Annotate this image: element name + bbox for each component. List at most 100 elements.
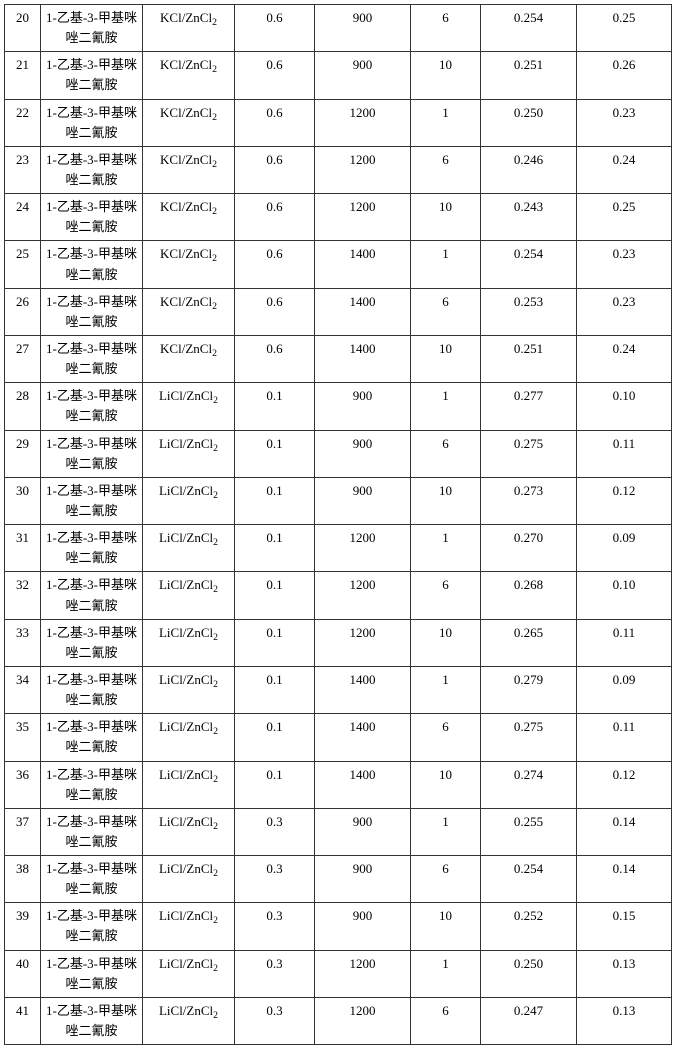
- cell-f: 0.254: [481, 5, 577, 52]
- cell-index: 22: [5, 99, 41, 146]
- cell-d: 1200: [315, 572, 411, 619]
- cell-compound: 1-乙基-3-甲基咪唑二氰胺: [41, 99, 143, 146]
- cell-compound: 1-乙基-3-甲基咪唑二氰胺: [41, 5, 143, 52]
- cell-f: 0.250: [481, 99, 577, 146]
- cell-compound: 1-乙基-3-甲基咪唑二氰胺: [41, 761, 143, 808]
- cell-salt: KCl/ZnCl2: [143, 99, 235, 146]
- cell-compound: 1-乙基-3-甲基咪唑二氰胺: [41, 477, 143, 524]
- cell-c: 0.6: [235, 194, 315, 241]
- cell-index: 27: [5, 335, 41, 382]
- cell-e: 1: [411, 525, 481, 572]
- cell-g: 0.09: [577, 525, 672, 572]
- cell-c: 0.6: [235, 335, 315, 382]
- cell-g: 0.23: [577, 288, 672, 335]
- cell-compound: 1-乙基-3-甲基咪唑二氰胺: [41, 714, 143, 761]
- cell-d: 900: [315, 430, 411, 477]
- cell-e: 6: [411, 430, 481, 477]
- cell-e: 1: [411, 808, 481, 855]
- table-row: 241-乙基-3-甲基咪唑二氰胺KCl/ZnCl20.61200100.2430…: [5, 194, 672, 241]
- cell-compound: 1-乙基-3-甲基咪唑二氰胺: [41, 525, 143, 572]
- cell-e: 1: [411, 99, 481, 146]
- cell-c: 0.3: [235, 997, 315, 1044]
- cell-d: 1400: [315, 666, 411, 713]
- table-row: 371-乙基-3-甲基咪唑二氰胺LiCl/ZnCl20.390010.2550.…: [5, 808, 672, 855]
- cell-c: 0.3: [235, 903, 315, 950]
- cell-e: 6: [411, 572, 481, 619]
- cell-f: 0.274: [481, 761, 577, 808]
- cell-index: 33: [5, 619, 41, 666]
- cell-d: 900: [315, 52, 411, 99]
- cell-salt: KCl/ZnCl2: [143, 241, 235, 288]
- cell-f: 0.268: [481, 572, 577, 619]
- cell-d: 900: [315, 383, 411, 430]
- data-table: 201-乙基-3-甲基咪唑二氰胺KCl/ZnCl20.690060.2540.2…: [4, 4, 672, 1045]
- cell-c: 0.1: [235, 619, 315, 666]
- cell-compound: 1-乙基-3-甲基咪唑二氰胺: [41, 430, 143, 477]
- cell-e: 10: [411, 761, 481, 808]
- cell-f: 0.277: [481, 383, 577, 430]
- cell-g: 0.11: [577, 714, 672, 761]
- cell-c: 0.6: [235, 241, 315, 288]
- table-row: 361-乙基-3-甲基咪唑二氰胺LiCl/ZnCl20.11400100.274…: [5, 761, 672, 808]
- cell-index: 32: [5, 572, 41, 619]
- cell-g: 0.11: [577, 430, 672, 477]
- table-row: 301-乙基-3-甲基咪唑二氰胺LiCl/ZnCl20.1900100.2730…: [5, 477, 672, 524]
- table-row: 351-乙基-3-甲基咪唑二氰胺LiCl/ZnCl20.1140060.2750…: [5, 714, 672, 761]
- cell-c: 0.1: [235, 430, 315, 477]
- cell-compound: 1-乙基-3-甲基咪唑二氰胺: [41, 194, 143, 241]
- cell-c: 0.1: [235, 383, 315, 430]
- cell-g: 0.10: [577, 572, 672, 619]
- cell-index: 39: [5, 903, 41, 950]
- cell-d: 1200: [315, 194, 411, 241]
- cell-c: 0.6: [235, 5, 315, 52]
- cell-index: 37: [5, 808, 41, 855]
- cell-f: 0.246: [481, 146, 577, 193]
- cell-salt: LiCl/ZnCl2: [143, 430, 235, 477]
- cell-g: 0.24: [577, 146, 672, 193]
- cell-d: 1400: [315, 288, 411, 335]
- cell-e: 1: [411, 666, 481, 713]
- table-row: 331-乙基-3-甲基咪唑二氰胺LiCl/ZnCl20.11200100.265…: [5, 619, 672, 666]
- cell-salt: LiCl/ZnCl2: [143, 477, 235, 524]
- table-row: 261-乙基-3-甲基咪唑二氰胺KCl/ZnCl20.6140060.2530.…: [5, 288, 672, 335]
- cell-d: 1200: [315, 997, 411, 1044]
- cell-g: 0.14: [577, 856, 672, 903]
- cell-c: 0.1: [235, 714, 315, 761]
- cell-salt: LiCl/ZnCl2: [143, 761, 235, 808]
- cell-d: 1400: [315, 714, 411, 761]
- cell-c: 0.1: [235, 761, 315, 808]
- page-container: 201-乙基-3-甲基咪唑二氰胺KCl/ZnCl20.690060.2540.2…: [4, 4, 671, 1045]
- cell-g: 0.25: [577, 5, 672, 52]
- cell-e: 10: [411, 52, 481, 99]
- cell-d: 900: [315, 903, 411, 950]
- cell-compound: 1-乙基-3-甲基咪唑二氰胺: [41, 288, 143, 335]
- cell-c: 0.1: [235, 525, 315, 572]
- cell-f: 0.251: [481, 335, 577, 382]
- cell-salt: LiCl/ZnCl2: [143, 856, 235, 903]
- cell-salt: KCl/ZnCl2: [143, 194, 235, 241]
- cell-d: 900: [315, 856, 411, 903]
- cell-compound: 1-乙基-3-甲基咪唑二氰胺: [41, 619, 143, 666]
- cell-e: 6: [411, 714, 481, 761]
- cell-salt: LiCl/ZnCl2: [143, 997, 235, 1044]
- cell-salt: LiCl/ZnCl2: [143, 383, 235, 430]
- cell-salt: LiCl/ZnCl2: [143, 525, 235, 572]
- cell-compound: 1-乙基-3-甲基咪唑二氰胺: [41, 903, 143, 950]
- cell-c: 0.1: [235, 572, 315, 619]
- cell-salt: LiCl/ZnCl2: [143, 572, 235, 619]
- cell-d: 900: [315, 5, 411, 52]
- cell-e: 1: [411, 950, 481, 997]
- cell-e: 10: [411, 619, 481, 666]
- cell-d: 900: [315, 808, 411, 855]
- table-row: 221-乙基-3-甲基咪唑二氰胺KCl/ZnCl20.6120010.2500.…: [5, 99, 672, 146]
- cell-compound: 1-乙基-3-甲基咪唑二氰胺: [41, 241, 143, 288]
- cell-e: 10: [411, 903, 481, 950]
- cell-d: 1400: [315, 335, 411, 382]
- cell-salt: KCl/ZnCl2: [143, 5, 235, 52]
- cell-c: 0.3: [235, 808, 315, 855]
- cell-c: 0.6: [235, 52, 315, 99]
- cell-index: 21: [5, 52, 41, 99]
- cell-g: 0.14: [577, 808, 672, 855]
- cell-g: 0.10: [577, 383, 672, 430]
- cell-e: 10: [411, 477, 481, 524]
